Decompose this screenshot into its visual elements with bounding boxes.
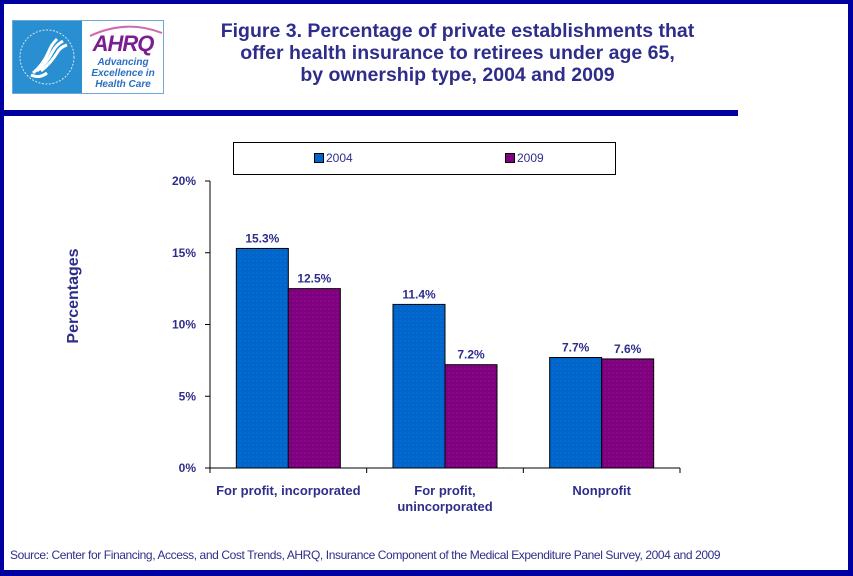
hhs-logo xyxy=(13,21,82,93)
ahrq-tagline: Advancing Excellence in Health Care xyxy=(91,57,155,90)
bar-texture xyxy=(288,288,341,468)
y-tick-label: 15% xyxy=(172,246,196,260)
x-category-label: Nonprofit xyxy=(572,483,631,498)
title-line-3: by ownership type, 2004 and 2009 xyxy=(300,64,615,86)
title-line-1: Figure 3. Percentage of private establis… xyxy=(220,20,695,42)
y-tick-label: 0% xyxy=(179,461,197,475)
x-category-label: For profit, xyxy=(414,483,475,498)
arc-icon xyxy=(89,25,163,37)
legend-swatch-2004 xyxy=(314,153,324,163)
x-category-label: unincorporated xyxy=(397,499,492,514)
data-label-2009: 7.2% xyxy=(457,348,485,362)
chart-title: Figure 3. Percentage of private establis… xyxy=(185,20,730,86)
ahrq-logo: AHRQ Advancing Excellence in Health Care xyxy=(82,21,163,93)
logo-block: AHRQ Advancing Excellence in Health Care xyxy=(12,20,164,94)
legend-swatch-2009 xyxy=(505,153,515,163)
figure-frame xyxy=(4,4,848,570)
bar-texture xyxy=(601,358,654,468)
legend-item-2004: 2004 xyxy=(314,151,353,165)
title-line-2: offer health insurance to retirees under… xyxy=(240,42,675,64)
data-label-2004: 7.7% xyxy=(562,341,590,355)
bar-texture xyxy=(445,364,497,468)
legend-label-2004: 2004 xyxy=(326,151,353,165)
x-category-label: For profit, incorporated xyxy=(216,483,361,498)
source-note: Source: Center for Financing, Access, an… xyxy=(10,548,721,562)
bar-texture xyxy=(236,248,289,468)
legend: 2004 2009 xyxy=(233,142,616,175)
data-label-2004: 11.4% xyxy=(402,287,436,301)
legend-item-2009: 2009 xyxy=(505,151,544,165)
bar-texture xyxy=(393,304,445,468)
bar-texture xyxy=(549,357,602,468)
data-label-2009: 7.6% xyxy=(614,342,642,356)
data-label-2009: 12.5% xyxy=(297,272,331,286)
ahrq-wordmark: AHRQ xyxy=(92,31,155,56)
y-tick-label: 20% xyxy=(172,174,196,188)
y-tick-label: 10% xyxy=(172,318,196,332)
title-divider xyxy=(0,110,738,116)
y-tick-label: 5% xyxy=(179,389,197,403)
data-label-2004: 15.3% xyxy=(245,231,279,245)
legend-label-2009: 2009 xyxy=(517,151,544,165)
eagle-icon xyxy=(19,29,75,85)
